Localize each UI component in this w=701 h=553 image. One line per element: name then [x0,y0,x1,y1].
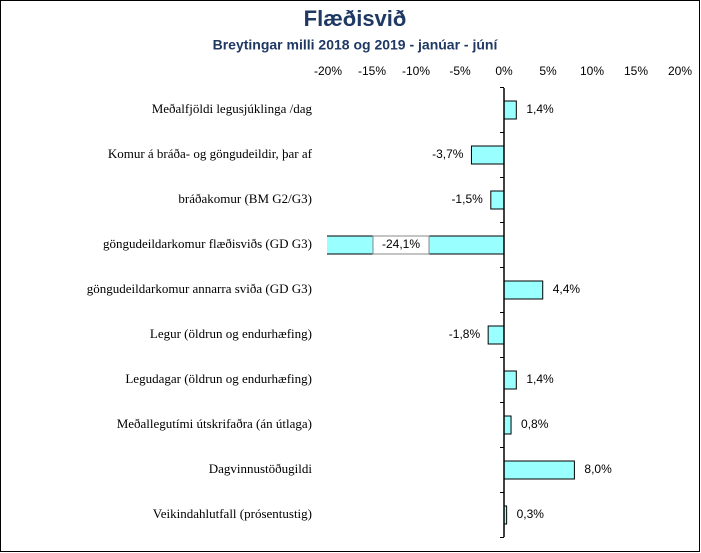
value-label: 1,4% [526,372,554,386]
x-tick-label: -15% [358,64,386,78]
chart-subtitle: Breytingar milli 2018 og 2019 - janúar -… [213,37,499,53]
bar [470,145,505,165]
value-label: 1,4% [526,102,554,116]
category-label: Meðallegutími útskrifaðra (án útlaga) [117,416,312,431]
category-label: Legur (öldrun og endurhæfing) [150,326,312,341]
value-label: -3,7% [432,147,464,161]
value-label: -24,1% [382,237,420,251]
bar [503,460,575,480]
value-label: 4,4% [553,282,581,296]
bar [503,280,544,300]
bar [503,100,517,120]
x-tick-label: -20% [314,64,342,78]
value-label: 0,3% [517,507,545,521]
category-label: Komur á bráða- og göngudeildir, þar af [108,146,313,161]
chart-title: Flæðisvið [304,6,407,31]
category-label: Meðalfjöldi legusjúklinga /dag [152,101,313,116]
value-label: -1,5% [451,192,483,206]
x-tick-label: 20% [668,64,692,78]
x-tick-label: 0% [495,64,513,78]
category-label: göngudeildarkomur annarra sviða (GD G3) [87,281,312,296]
value-label: 8,0% [584,462,612,476]
category-label: Veikindahlutfall (prósentustig) [153,506,312,521]
bar [503,370,517,390]
bar [487,325,505,345]
bar [503,415,512,435]
value-label-box [372,235,430,255]
value-label: 0,8% [521,417,549,431]
category-label: bráðakomur (BM G2/G3) [178,191,312,206]
x-tick-label: -5% [449,64,471,78]
x-tick-label: 5% [539,64,557,78]
x-tick-label: 10% [580,64,604,78]
category-label: Legudagar (öldrun og endurhæfing) [125,371,312,386]
category-label: Dagvinnustöðugildi [209,461,313,476]
category-label: göngudeildarkomur flæðisviðs (GD G3) [103,236,312,251]
value-label: -1,8% [449,327,481,341]
bar [490,190,505,210]
x-tick-label: 15% [624,64,648,78]
x-tick-label: -10% [402,64,430,78]
